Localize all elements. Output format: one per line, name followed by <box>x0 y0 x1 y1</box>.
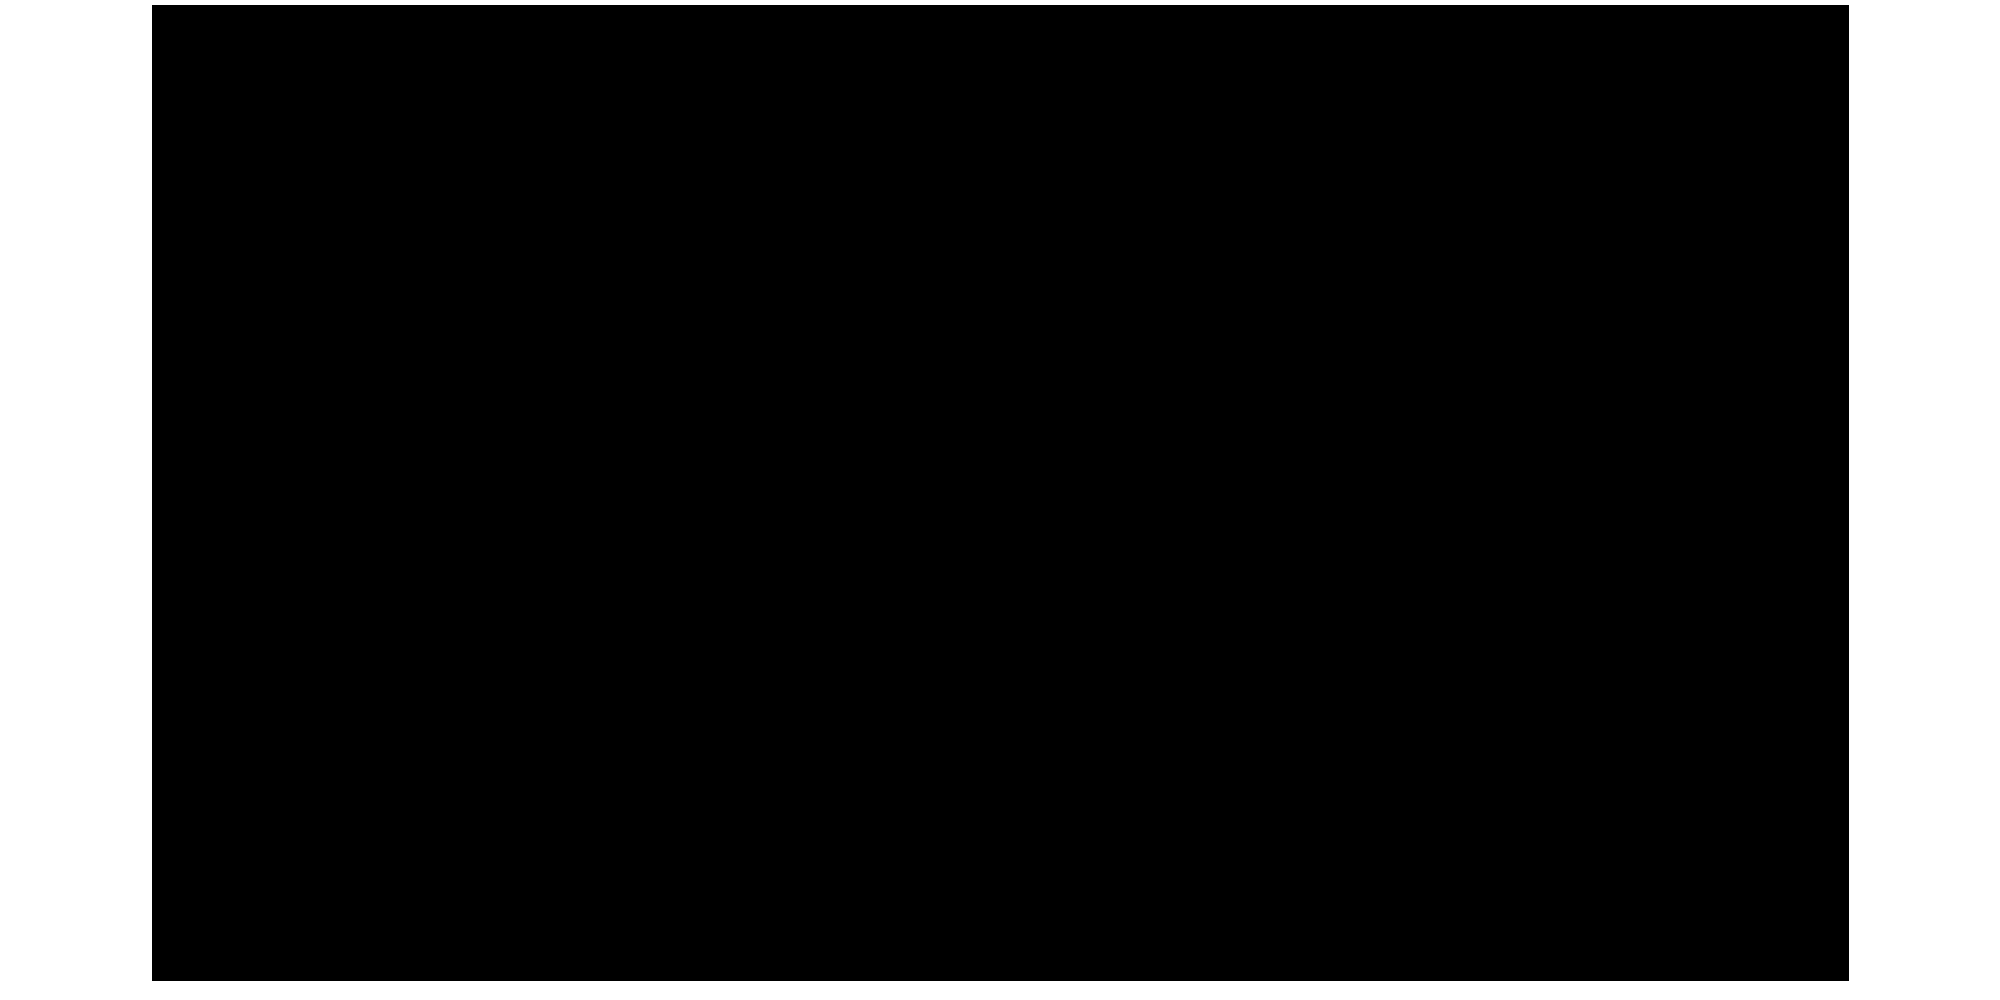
word-cloud-background <box>152 5 1849 981</box>
